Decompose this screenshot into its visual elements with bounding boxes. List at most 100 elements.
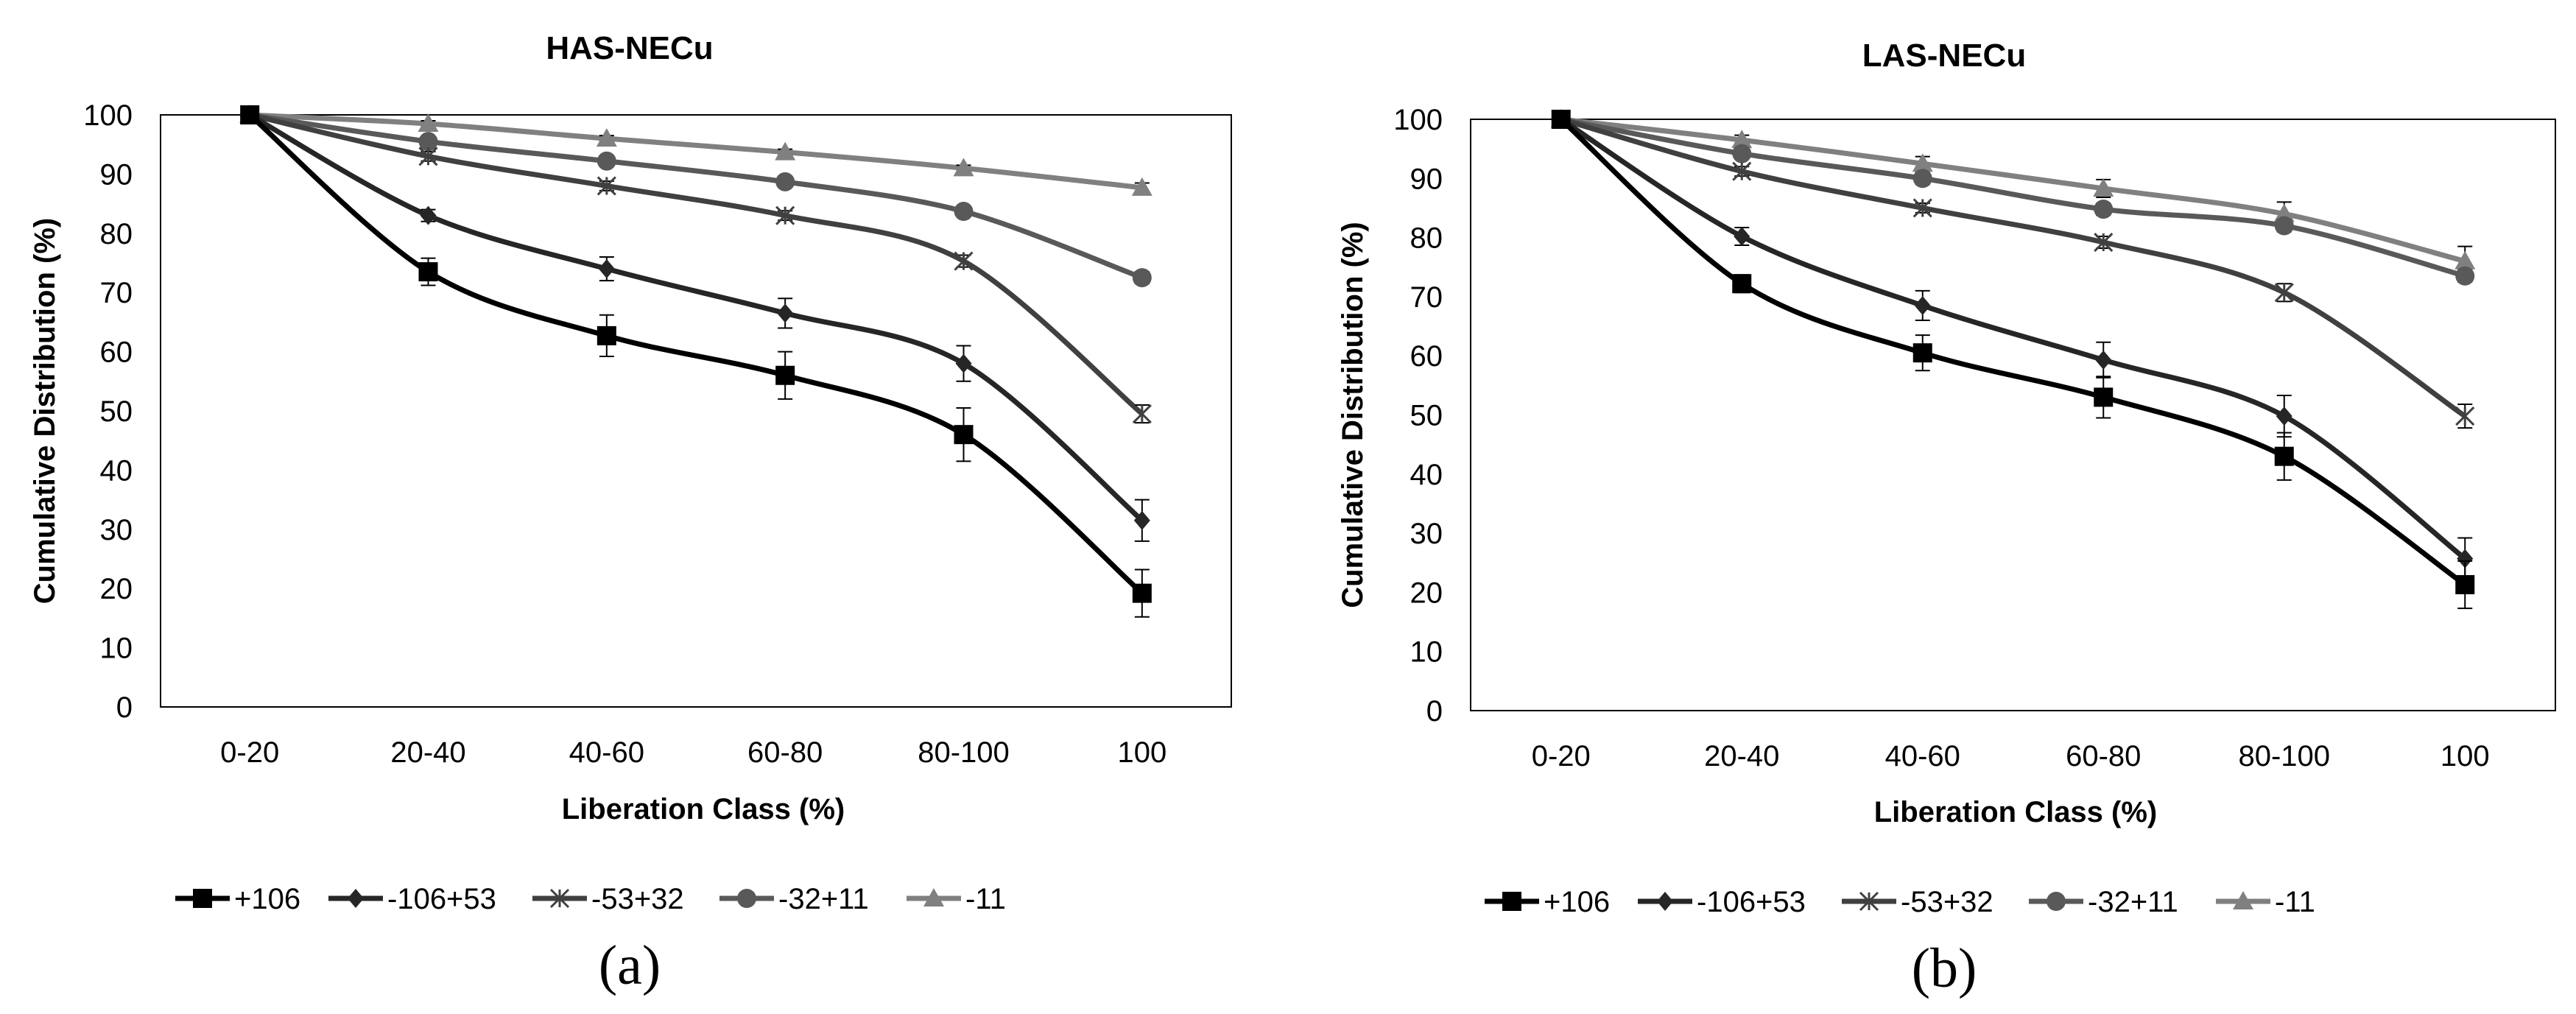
legend-marker xyxy=(737,889,756,908)
series-line xyxy=(249,112,1144,416)
series--106+53 xyxy=(1552,110,2474,580)
y-tick-label: 80 xyxy=(100,218,133,250)
data-point xyxy=(1732,161,1752,181)
data-point xyxy=(2093,177,2114,197)
chart-panel-2: LAS-NECu 0 10 20 30 40 50 60 70 80 90 100 0-20 20-40 4… xyxy=(1337,38,2556,999)
y-tick-label: 30 xyxy=(100,514,133,546)
y-tick-label: 80 xyxy=(1410,222,1443,255)
data-point xyxy=(2457,549,2474,568)
x-tick-label: 100 xyxy=(2440,740,2490,772)
series--106+53 xyxy=(242,105,1150,542)
data-point xyxy=(420,205,437,225)
x-tick-label: 0-20 xyxy=(1532,740,1591,772)
legend-marker xyxy=(1502,892,1521,911)
data-point xyxy=(418,262,438,282)
series-line xyxy=(249,112,1143,191)
data-point xyxy=(2274,446,2294,466)
legend-marker xyxy=(1657,892,1673,911)
data-point xyxy=(2094,200,2114,219)
series-+106 xyxy=(1551,110,2475,610)
legend-label: -106+53 xyxy=(387,883,496,915)
data-point xyxy=(418,113,439,133)
data-point xyxy=(1914,295,1931,315)
series--53+32 xyxy=(240,105,1152,424)
y-axis-label: Cumulative Distribution (%) xyxy=(1337,222,1369,608)
legend-item: -32+11 xyxy=(719,883,869,915)
y-tick-label: 100 xyxy=(1393,104,1443,136)
data-point xyxy=(1912,169,1932,189)
data-point xyxy=(955,353,972,373)
series-line xyxy=(248,112,1144,523)
series-line xyxy=(249,112,1144,281)
y-tick-label: 50 xyxy=(100,395,133,428)
data-point xyxy=(954,251,974,271)
data-point xyxy=(775,172,795,191)
y-tick-label: 30 xyxy=(1410,518,1443,550)
data-point xyxy=(775,365,795,385)
data-point xyxy=(1133,510,1150,530)
legend-label: -32+11 xyxy=(778,883,869,915)
data-point xyxy=(1734,226,1750,246)
data-point xyxy=(953,158,974,177)
x-tick-label: 100 xyxy=(1117,736,1166,769)
data-point xyxy=(775,141,796,161)
data-point xyxy=(596,128,617,147)
x-tick-label: 60-80 xyxy=(747,736,823,769)
series-line xyxy=(1559,117,2467,587)
legend-item: -32+11 xyxy=(2029,886,2178,918)
plot-area xyxy=(1470,119,2556,711)
data-point xyxy=(2455,266,2475,286)
legend-marker xyxy=(923,888,944,906)
data-point xyxy=(1732,274,1752,294)
series-line xyxy=(1559,117,2467,561)
plot-area xyxy=(160,114,1232,708)
legend-label: -11 xyxy=(965,883,1006,915)
legend-item: -53+32 xyxy=(1842,886,1993,918)
x-tick-label: 60-80 xyxy=(2066,740,2141,772)
legend-item: -53+32 xyxy=(532,883,684,915)
legend-label: +106 xyxy=(234,883,300,915)
data-point xyxy=(2454,250,2476,270)
data-point xyxy=(2276,406,2292,426)
legend-item: +106 xyxy=(175,883,300,915)
data-point xyxy=(597,325,616,345)
legend-marker xyxy=(549,888,570,909)
x-tick-label: 40-60 xyxy=(569,736,644,769)
data-point xyxy=(1912,343,1932,363)
legend-label: -106+53 xyxy=(1697,886,1806,918)
legend-marker xyxy=(1859,891,1879,912)
series-line xyxy=(1560,116,2467,418)
legend-label: -53+32 xyxy=(1901,886,1993,918)
y-tick-label: 0 xyxy=(116,691,133,724)
data-point xyxy=(2455,406,2475,426)
y-tick-label: 100 xyxy=(83,99,133,132)
y-tick-label: 10 xyxy=(1410,636,1443,669)
legend-item: -106+53 xyxy=(328,883,496,915)
series-line xyxy=(1560,116,2466,279)
y-tick-label: 60 xyxy=(1410,340,1443,373)
data-point xyxy=(1551,110,1571,129)
data-point xyxy=(598,259,615,279)
y-tick-label: 70 xyxy=(100,277,133,309)
panel-label: (a) xyxy=(599,934,661,996)
legend: +106 -106+53 -53+32 -32+11 -11 xyxy=(175,883,1006,915)
data-point xyxy=(2273,203,2295,222)
data-point xyxy=(954,425,974,445)
data-point xyxy=(1732,144,1752,163)
legend-marker xyxy=(2233,891,2253,909)
legend-marker xyxy=(348,889,364,908)
y-tick-label: 20 xyxy=(100,573,133,605)
chart-title: LAS-NECu xyxy=(1862,38,2026,74)
data-point xyxy=(777,303,794,323)
y-tick-label: 60 xyxy=(100,337,133,369)
legend-label: -32+11 xyxy=(2088,886,2178,918)
series--11 xyxy=(1550,109,2476,277)
legend-label: +106 xyxy=(1544,886,1610,918)
series-line xyxy=(247,113,1144,596)
x-tick-label: 0-20 xyxy=(220,736,279,769)
y-axis-label: Cumulative Distribution (%) xyxy=(29,218,61,604)
y-tick-label: 10 xyxy=(100,633,133,665)
series--32+11 xyxy=(240,105,1152,288)
y-tick-label: 40 xyxy=(1410,459,1443,491)
data-point xyxy=(1912,198,1932,218)
